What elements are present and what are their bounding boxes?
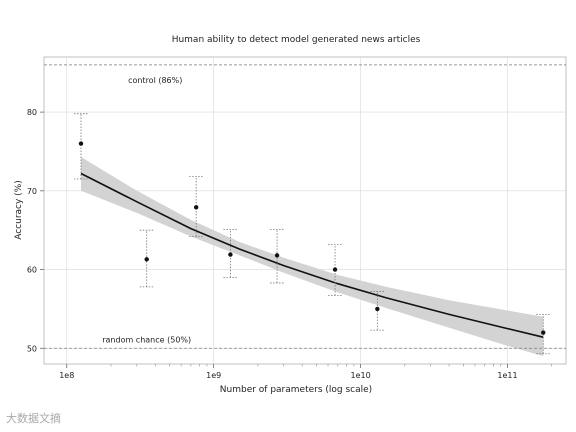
data-point-1 bbox=[144, 257, 149, 262]
data-point-6 bbox=[375, 306, 380, 312]
data-point-2 bbox=[193, 205, 199, 210]
x-tick-label-2: 1e10 bbox=[351, 371, 371, 380]
y-tick-label-3: 80 bbox=[27, 108, 37, 117]
chart-title: Human ability to detect model generated … bbox=[172, 35, 421, 45]
fit-line-layer bbox=[80, 172, 544, 338]
x-tick-label-3: 1e11 bbox=[497, 371, 517, 380]
data-point-4 bbox=[274, 253, 280, 258]
reference-lines: control (86%) random chance (50%) bbox=[44, 64, 566, 349]
confidence-band-layer bbox=[81, 157, 544, 357]
data-point-3 bbox=[228, 252, 233, 257]
data-point-5 bbox=[332, 267, 338, 272]
x-axis-label: Number of parameters (log scale) bbox=[220, 385, 372, 395]
watermark-text: 大数据文摘 bbox=[6, 412, 61, 425]
reference-label-1: random chance (50%) bbox=[102, 335, 191, 344]
fit-line bbox=[80, 172, 544, 338]
x-tick-label-1: 1e9 bbox=[206, 371, 221, 380]
y-tick-label-0: 50 bbox=[27, 344, 37, 353]
y-tick-label-2: 70 bbox=[27, 187, 37, 196]
data-point-0 bbox=[78, 141, 84, 146]
plot-area bbox=[43, 56, 567, 365]
confidence-band bbox=[81, 157, 544, 357]
data-point-7 bbox=[541, 330, 546, 335]
reference-label-0: control (86%) bbox=[128, 76, 182, 85]
y-tick-label-1: 60 bbox=[27, 266, 37, 275]
x-tick-label-0: 1e8 bbox=[59, 371, 74, 380]
y-axis-label: Accuracy (%) bbox=[14, 180, 24, 240]
axis-ticks: 1e8 1e9 1e10 1e11 50 60 70 80 bbox=[27, 108, 553, 380]
data-points bbox=[78, 141, 546, 335]
